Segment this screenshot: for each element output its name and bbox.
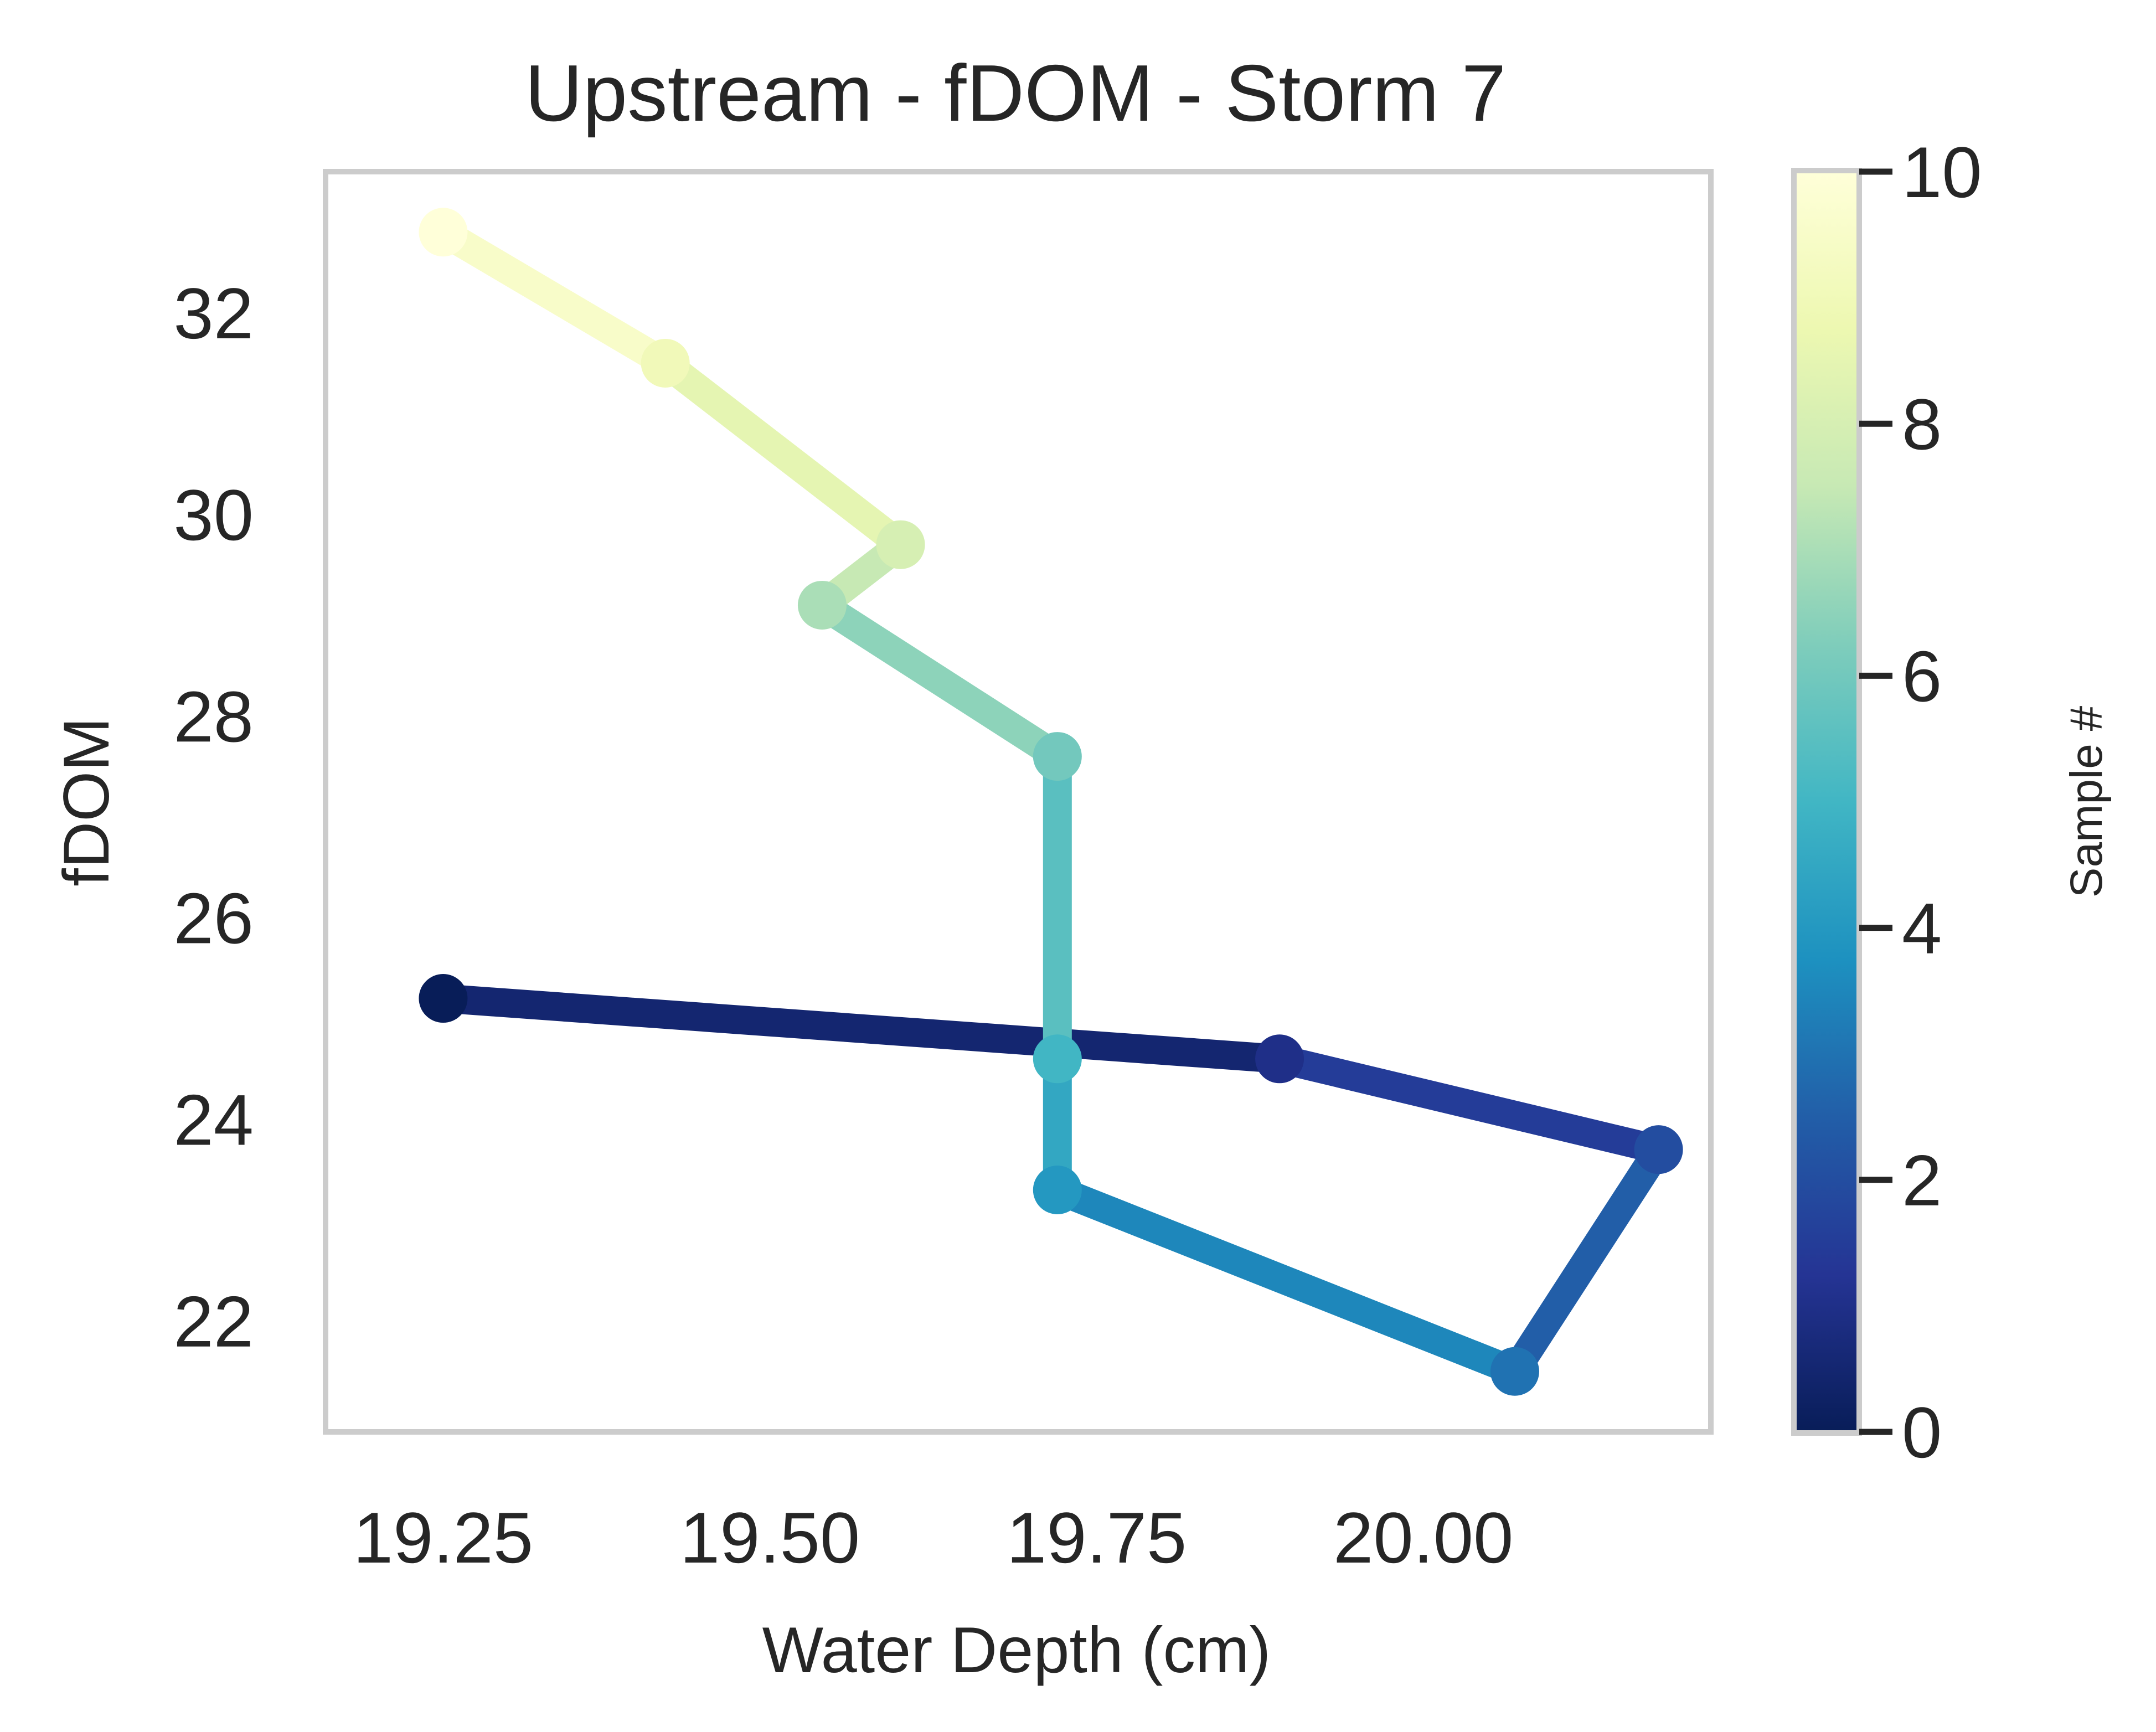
data-point [1033,1166,1082,1215]
y-tick-label: 30 [173,475,254,555]
colorbar-tick-label: 4 [1902,888,1942,969]
series-segment [1503,1142,1671,1379]
x-tick-label: 19.50 [680,1497,860,1578]
x-tick-label: 19.25 [353,1497,533,1578]
data-point [1033,1034,1082,1084]
data-point [419,974,468,1023]
data-point [1033,732,1082,781]
data-point [1634,1125,1683,1174]
series-segment [436,219,673,376]
x-tick-label: 20.00 [1333,1497,1513,1578]
colorbar-tick-label: 0 [1902,1392,1942,1473]
colorbar-tick-label: 8 [1902,384,1942,465]
y-tick-labels: 22 24 26 28 30 32 [173,273,254,1362]
series-segment [1276,1045,1662,1164]
y-tick-label: 32 [173,273,254,354]
colorbar-tick-label: 2 [1902,1140,1942,1221]
data-point [876,520,925,569]
series-segment [1052,1176,1520,1385]
colorbar-ticks: 0 2 4 6 8 10 [1859,132,1982,1473]
series-segments [436,219,1671,1385]
colorbar [1791,168,1862,1436]
y-axis-label: fDOM [50,717,122,886]
y-tick-label: 24 [173,1080,254,1161]
y-tick-label: 22 [173,1281,254,1362]
data-point [1490,1347,1539,1396]
colorbar-tick-label: 6 [1902,636,1942,716]
data-point [797,580,847,630]
data-point [419,208,468,257]
series-segment [656,352,910,556]
y-tick-label: 28 [173,676,254,757]
chart-title: Upstream - fDOM - Storm 7 [525,48,1506,138]
colorbar-label: Sample # [2061,705,2112,898]
series-segment [442,984,1281,1074]
colorbar-tick-label: 10 [1902,132,1982,213]
data-point [1255,1034,1304,1084]
data-point [641,338,690,388]
series-segment [814,593,1065,769]
x-axis-label: Water Depth (cm) [762,1614,1271,1686]
plot-area [323,169,1714,1435]
x-tick-label: 19.75 [1007,1497,1187,1578]
series-markers [419,208,1683,1396]
y-tick-label: 26 [173,878,254,958]
x-tick-labels: 19.25 19.50 19.75 20.00 [353,1497,1514,1578]
